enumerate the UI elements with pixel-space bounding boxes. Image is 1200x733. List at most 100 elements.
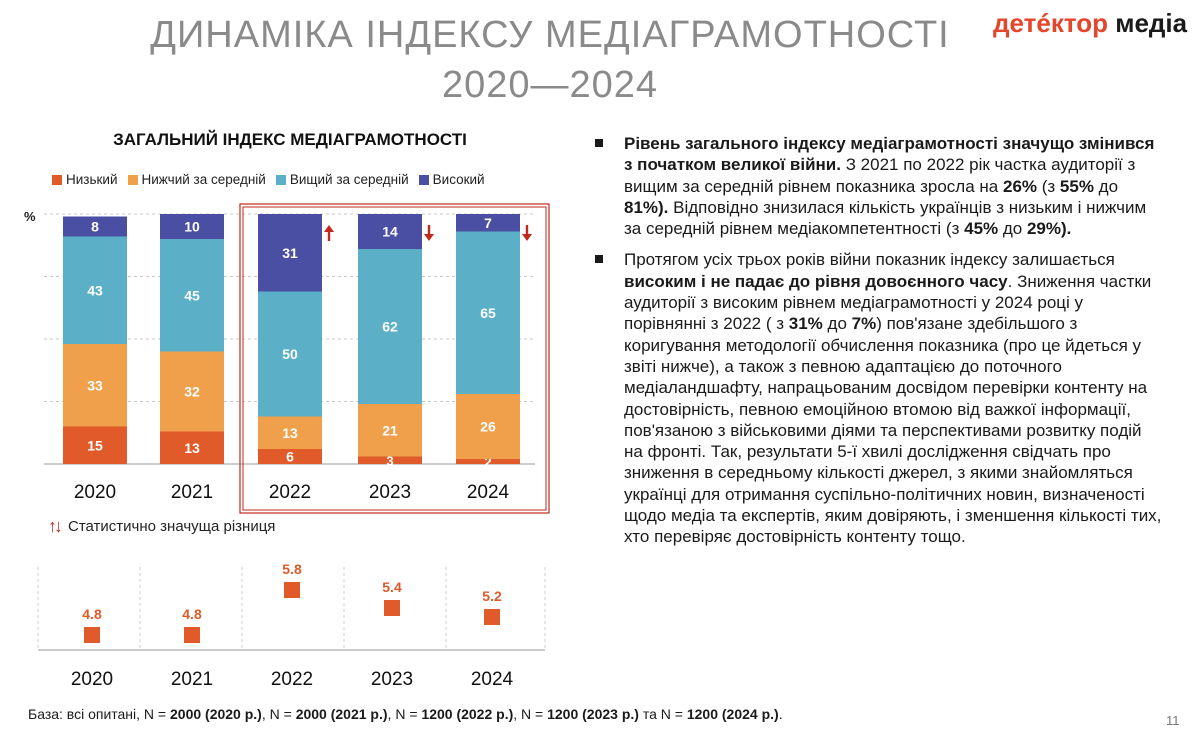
legend-label: Високий [432, 172, 485, 187]
bar-value-label: 7 [484, 215, 492, 231]
bar-segment [258, 291, 322, 417]
commentary-text: Рівень загального індексу медіаграмотнос… [595, 133, 1165, 558]
text-run: Відповідно знизилася кількість українців… [624, 197, 1147, 239]
bar-value-label: 10 [184, 219, 200, 235]
bar-segment [63, 216, 127, 237]
bar-segment [160, 431, 224, 464]
index-point [284, 582, 300, 598]
arrow-head-icon [522, 234, 532, 241]
bar-segment [258, 416, 322, 449]
bar-segment [160, 351, 224, 432]
index-point [184, 627, 200, 643]
bar-segment [160, 239, 224, 352]
x-tick-label: 2024 [471, 669, 514, 690]
text-run: 26% [1002, 176, 1038, 196]
bar-segment [258, 449, 322, 464]
commentary-paragraph: Протягом усіх трьох років війни показник… [595, 249, 1165, 547]
text-run: Рівень загального індексу медіаграмотнос… [624, 134, 1155, 175]
x-tick-label: 2020 [71, 669, 113, 690]
bar-value-label: 8 [91, 219, 99, 235]
bar-segment [63, 426, 127, 464]
significance-note: ↑↓ Статистично значуща різниця [48, 516, 275, 537]
legend-item: Нижчий за середній [127, 172, 266, 187]
bar-value-label: 33 [87, 377, 103, 393]
bar-value-label: 3 [386, 453, 393, 468]
text-run: ) пов'язане здебільшого з коригування ме… [624, 314, 1162, 547]
text-run: Протягом усіх трьох років війни показник… [624, 250, 1115, 270]
bar-segment [358, 456, 422, 464]
logo-part1: детéктор [993, 8, 1108, 38]
slide-title-line1: ДИНАМІКА ІНДЕКСУ МЕДІАГРАМОТНОСТІ [150, 14, 950, 56]
bar-segment [160, 214, 224, 239]
bar-segment [456, 394, 520, 459]
bar-value-label: 31 [282, 245, 298, 261]
footnote-run: та N = [638, 706, 687, 722]
footnote-run: 1200 (2024 р.) [686, 706, 779, 722]
legend-swatch [275, 174, 286, 185]
legend-item: Вищий за середній [275, 172, 409, 187]
text-run: до [822, 314, 852, 334]
index-point [484, 609, 500, 625]
text-run: 55% [1059, 176, 1094, 196]
footnote-run: 1200 (2022 р.) [421, 706, 514, 722]
index-dot-chart: 4.8 2020 4.8 2021 5.8 2022 5.4 2023 5.2 2024 [37, 561, 546, 690]
bar-value-label: 43 [87, 282, 103, 298]
x-tick-label: 2022 [271, 669, 313, 690]
arrow-head-icon [424, 234, 434, 241]
text-run: 7% [851, 314, 877, 334]
footnote-run: . [778, 706, 783, 722]
bar-value-label: 6 [286, 449, 294, 465]
text-run: 29%). [1026, 219, 1072, 239]
bar-segment [63, 236, 127, 344]
bar-value-label: 45 [184, 287, 200, 303]
slide-title-line2: 2020—2024 [441, 64, 659, 106]
square-bullet-icon [595, 139, 603, 147]
slide-title: ДИНАМІКА ІНДЕКСУ МЕДІАГРАМОТНОСТІ 2020—2… [80, 10, 1020, 110]
bar-value-label: 50 [282, 346, 298, 362]
legend-swatch [418, 174, 429, 185]
highlight-frame-inner [242, 206, 547, 511]
bar-value-label: 26 [480, 419, 496, 435]
bar-value-label: 32 [184, 384, 200, 400]
bar-segment [358, 404, 422, 457]
x-tick-label: 2023 [369, 482, 411, 503]
bar-segment [358, 214, 422, 249]
index-value-label: 5.8 [282, 561, 302, 577]
bar-value-label: 13 [184, 440, 200, 456]
highlight-frame-outer [239, 203, 550, 514]
footnote-run: База: всі опитані, N = [28, 706, 170, 722]
significance-note-text: Статистично значуща різниця [68, 518, 276, 535]
legend-item: Високий [418, 172, 485, 187]
index-value-label: 5.4 [382, 579, 402, 595]
text-run: 31% [788, 314, 823, 334]
base-footnote: База: всі опитані, N = 2000 (2020 р.), N… [28, 706, 783, 722]
text-run: 45% [964, 219, 999, 239]
footnote-run: , N = [513, 706, 548, 722]
x-tick-label: 2022 [269, 482, 311, 503]
bar-value-label: 21 [382, 422, 398, 438]
index-value-label: 5.2 [482, 588, 502, 604]
footnote-run: , N = [387, 706, 422, 722]
bar-segment [456, 459, 520, 464]
chart-title: ЗАГАЛЬНИЙ ІНДЕКС МЕДІАГРАМОТНОСТІ [113, 130, 467, 149]
x-tick-label: 2021 [171, 669, 213, 690]
text-run: З 2021 по 2022 рік частка аудиторії з ви… [624, 155, 1136, 196]
text-run: (з [1037, 176, 1060, 196]
bar-value-label: 65 [480, 305, 496, 321]
stacked-bar-chart: % 15 33 43 8 2020 13 32 45 10 2021 6 13 50 31 2022 3 21 62… [24, 203, 550, 514]
x-tick-label: 2020 [74, 482, 116, 503]
legend-label: Низький [66, 172, 118, 187]
legend-label: Нижчий за середній [141, 172, 266, 187]
text-run: високим і не падає до рівня довоєнного ч… [624, 271, 1008, 291]
footnote-run: 2000 (2021 р.) [295, 706, 388, 722]
logo-part2: медіа [1115, 8, 1188, 38]
bar-value-label: 2 [484, 455, 491, 470]
text-run: 81%). [624, 197, 669, 217]
legend-swatch [52, 174, 62, 185]
chart-legend: Низький Нижчий за середній Вищий за середн… [52, 172, 485, 187]
footnote-run: , N = [261, 706, 296, 722]
up-down-arrows-icon: ↑↓ [48, 516, 63, 536]
index-point [84, 627, 100, 643]
bar-segment [456, 231, 520, 394]
footnote-run: 1200 (2023 р.) [547, 706, 639, 722]
